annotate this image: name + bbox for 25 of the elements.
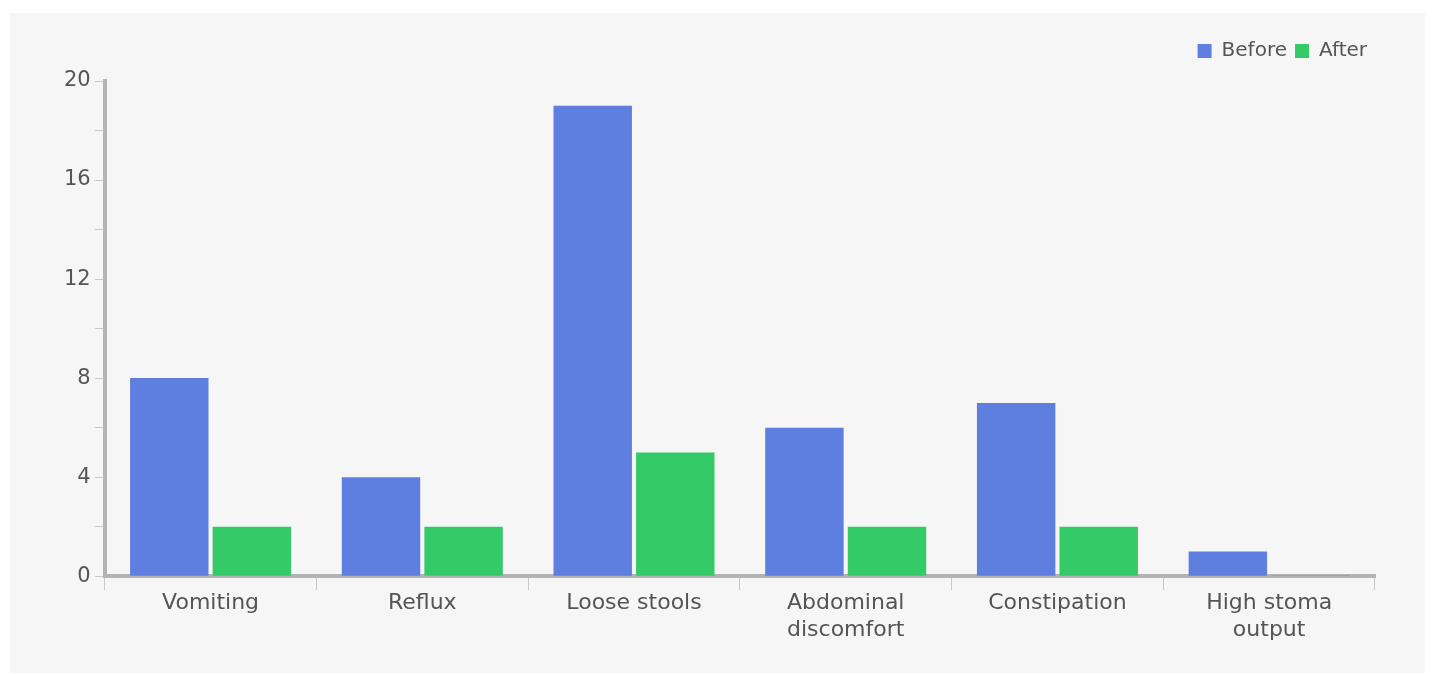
x-tick-label: Vomiting xyxy=(162,589,260,615)
bar xyxy=(424,526,503,576)
bar xyxy=(553,105,632,576)
bar xyxy=(212,526,292,576)
y-tick-label: 20 xyxy=(63,67,91,92)
bar xyxy=(1188,551,1268,576)
x-tick-label: Reflux xyxy=(387,589,457,615)
y-tick-label: 16 xyxy=(63,166,91,191)
x-tick-label: Constipation xyxy=(988,589,1127,615)
legend-label: After xyxy=(1318,37,1368,62)
y-tick-label: 12 xyxy=(63,265,91,290)
y-tick-label: 0 xyxy=(77,562,91,587)
legend-label: Before xyxy=(1221,37,1287,62)
bar xyxy=(976,402,1056,576)
x-tick-label: Abdominal discomfort xyxy=(786,589,905,641)
y-tick-label: 8 xyxy=(77,364,91,389)
bar xyxy=(636,452,715,576)
bar xyxy=(341,477,421,576)
x-tick-label: Loose stools xyxy=(566,589,702,615)
bar xyxy=(847,526,927,576)
bar xyxy=(765,427,844,576)
bar xyxy=(130,378,209,576)
x-tick-label: High stoma output xyxy=(1206,589,1333,641)
y-tick-label: 4 xyxy=(77,463,91,488)
bar xyxy=(1059,526,1138,576)
